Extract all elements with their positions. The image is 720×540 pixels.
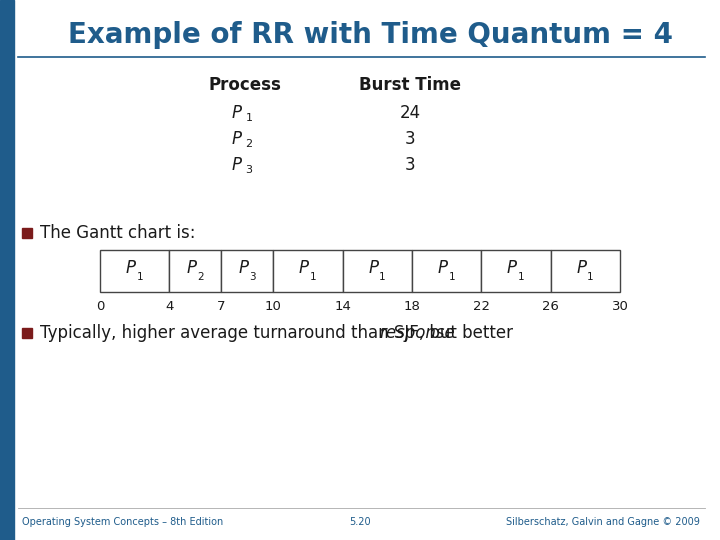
Text: 7: 7 (217, 300, 225, 313)
Text: 2: 2 (197, 272, 204, 282)
Text: Example of RR with Time Quantum = 4: Example of RR with Time Quantum = 4 (68, 21, 673, 49)
Text: 1: 1 (246, 113, 253, 123)
Text: P: P (438, 259, 448, 277)
Text: 1: 1 (449, 272, 455, 282)
Text: P: P (232, 130, 242, 148)
Text: P: P (576, 259, 586, 277)
Bar (551, 250, 620, 292)
Text: P: P (232, 156, 242, 174)
Text: 3: 3 (405, 156, 415, 174)
Text: 30: 30 (611, 300, 629, 313)
Text: 3: 3 (246, 165, 253, 175)
Text: 1: 1 (379, 272, 386, 282)
Text: P: P (507, 259, 517, 277)
Text: 1: 1 (587, 272, 594, 282)
Text: Silberschatz, Galvin and Gagne © 2009: Silberschatz, Galvin and Gagne © 2009 (506, 517, 700, 527)
Bar (343, 250, 412, 292)
Bar (100, 250, 169, 292)
Text: P: P (238, 259, 248, 277)
Bar (169, 250, 221, 292)
Text: P: P (299, 259, 309, 277)
Text: 10: 10 (265, 300, 282, 313)
Text: 14: 14 (334, 300, 351, 313)
Text: 4: 4 (165, 300, 174, 313)
Text: 0: 0 (96, 300, 104, 313)
Text: 26: 26 (542, 300, 559, 313)
Text: P: P (369, 259, 378, 277)
Text: P: P (232, 104, 242, 122)
Text: 3: 3 (405, 130, 415, 148)
Text: P: P (126, 259, 135, 277)
Bar (412, 250, 482, 292)
Text: 2: 2 (246, 139, 253, 149)
Text: Operating System Concepts – 8th Edition: Operating System Concepts – 8th Edition (22, 517, 223, 527)
Bar (274, 250, 343, 292)
Text: Burst Time: Burst Time (359, 76, 461, 94)
Text: The Gantt chart is:: The Gantt chart is: (40, 224, 196, 242)
Bar (0, 0, 14, 540)
Text: Process: Process (209, 76, 282, 94)
Text: 18: 18 (404, 300, 420, 313)
Text: P: P (186, 259, 197, 277)
Bar (482, 250, 551, 292)
Text: 1: 1 (136, 272, 143, 282)
Bar (22, 228, 32, 238)
Text: 22: 22 (473, 300, 490, 313)
Text: 3: 3 (249, 272, 256, 282)
Text: Typically, higher average turnaround than SJF, but better: Typically, higher average turnaround tha… (40, 324, 518, 342)
Text: 1: 1 (518, 272, 524, 282)
Text: 1: 1 (310, 272, 316, 282)
Text: response: response (379, 324, 455, 342)
Text: 5.20: 5.20 (349, 517, 371, 527)
Bar (221, 250, 274, 292)
Text: 24: 24 (400, 104, 420, 122)
Bar (22, 328, 32, 338)
